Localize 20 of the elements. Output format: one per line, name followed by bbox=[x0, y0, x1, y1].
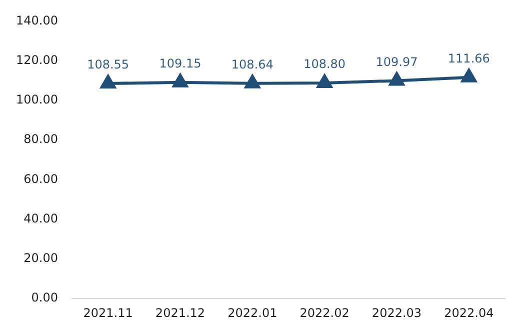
y-tick-label: 100.00 bbox=[16, 92, 58, 107]
x-tick-label: 2021.11 bbox=[83, 306, 133, 320]
data-label: 108.64 bbox=[231, 57, 274, 72]
y-tick-label: 20.00 bbox=[24, 251, 58, 266]
data-label: 108.55 bbox=[87, 58, 130, 72]
y-tick-label: 140.00 bbox=[16, 13, 58, 28]
y-tick-label: 0.00 bbox=[31, 290, 58, 305]
y-tick-label: 40.00 bbox=[24, 211, 58, 226]
x-tick-label: 2021.12 bbox=[155, 306, 206, 320]
data-label: 111.66 bbox=[448, 51, 490, 66]
x-tick-label: 2022.04 bbox=[444, 306, 494, 320]
x-tick-label: 2022.02 bbox=[300, 306, 350, 320]
y-tick-label: 60.00 bbox=[24, 172, 58, 186]
data-label: 108.80 bbox=[304, 57, 346, 72]
y-tick-label: 120.00 bbox=[16, 52, 58, 67]
y-tick-label: 80.00 bbox=[24, 132, 58, 146]
data-label: 109.15 bbox=[159, 56, 202, 70]
data-label: 109.97 bbox=[376, 54, 418, 69]
x-tick-label: 2022.03 bbox=[372, 306, 422, 320]
x-tick-label: 2022.01 bbox=[228, 306, 278, 320]
